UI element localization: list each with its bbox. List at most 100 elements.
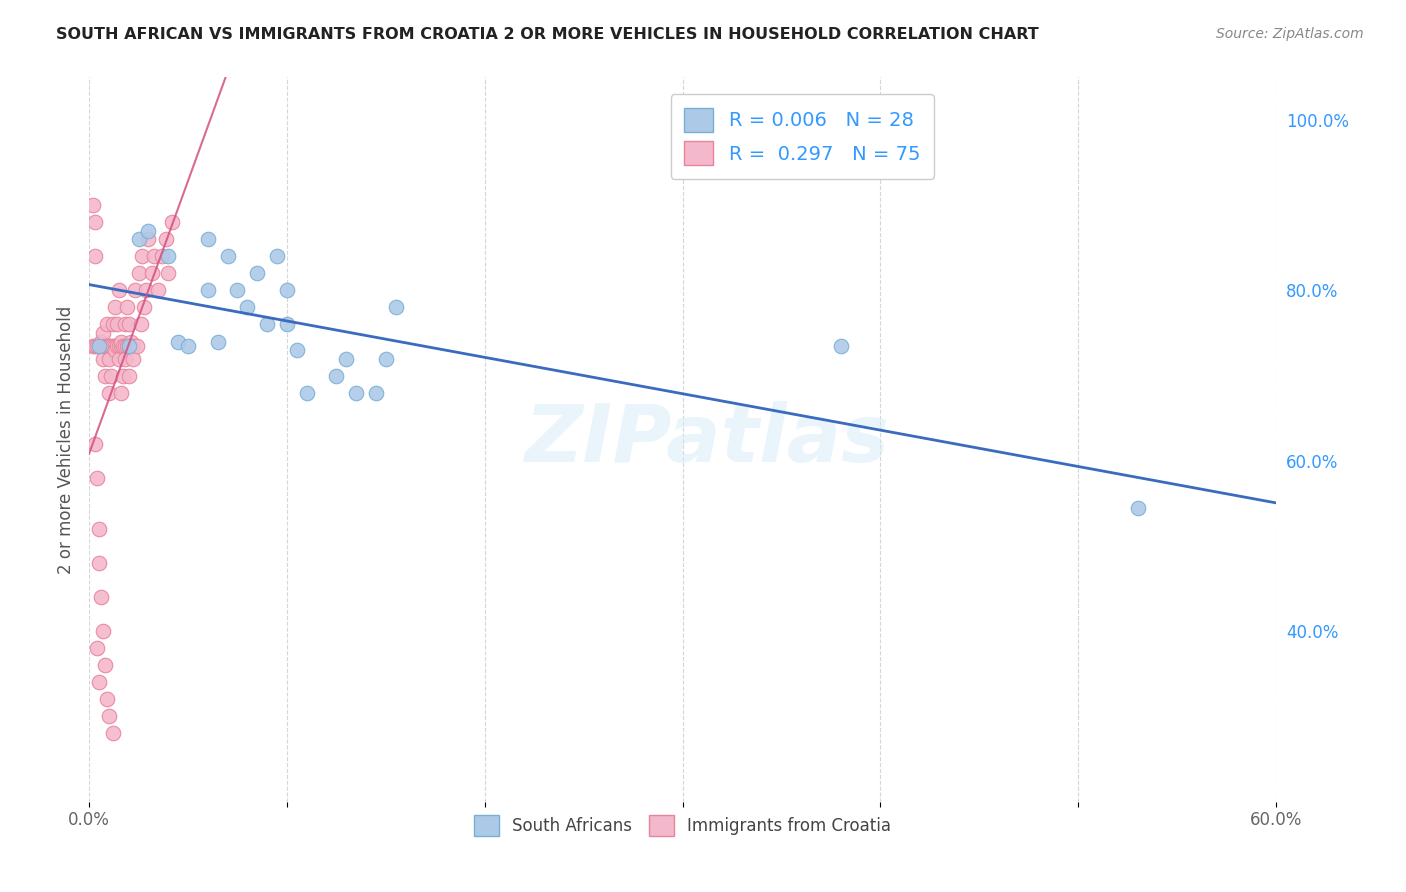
Point [335,351,357,366]
Point [246,266,269,280]
Point [87,339,110,353]
Point [87,522,110,536]
Point [384,301,406,315]
Point [236,301,259,315]
Point [121,351,143,366]
Point [97,339,120,353]
Point [364,385,387,400]
Point [160,215,183,229]
Point [155,232,177,246]
Point [177,339,200,353]
Y-axis label: 2 or more Vehicles in Household: 2 or more Vehicles in Household [58,305,75,574]
Point [107,351,129,366]
Point [197,232,219,246]
Point [114,318,136,332]
Point [110,385,132,400]
Point [87,339,110,353]
Point [101,339,124,353]
Text: SOUTH AFRICAN VS IMMIGRANTS FROM CROATIA 2 OR MORE VEHICLES IN HOUSEHOLD CORRELA: SOUTH AFRICAN VS IMMIGRANTS FROM CROATIA… [56,27,1039,42]
Point [117,318,139,332]
Point [276,318,298,332]
Point [91,339,114,353]
Point [96,339,118,353]
Point [100,339,122,353]
Point [110,339,132,353]
Point [105,318,128,332]
Point [84,436,107,450]
Point [90,334,112,349]
Point [114,351,136,366]
Point [325,368,347,383]
Legend: South Africans, Immigrants from Croatia: South Africans, Immigrants from Croatia [465,807,900,844]
Point [91,326,114,340]
Point [97,709,120,723]
Point [94,658,117,673]
Point [374,351,396,366]
Point [830,339,852,353]
Point [344,385,367,400]
Point [115,339,138,353]
Point [120,334,142,349]
Point [120,339,142,353]
Point [128,266,150,280]
Point [96,692,118,706]
Point [148,284,170,298]
Text: Source: ZipAtlas.com: Source: ZipAtlas.com [1216,27,1364,41]
Point [125,339,148,353]
Point [138,232,160,246]
Point [117,339,139,353]
Point [84,215,107,229]
Point [141,266,163,280]
Point [100,368,122,383]
Point [150,249,173,263]
Point [105,339,128,353]
Point [117,368,139,383]
Point [111,368,134,383]
Point [295,385,318,400]
Point [104,339,127,353]
Point [84,249,107,263]
Point [276,284,298,298]
Point [82,198,104,212]
Point [285,343,308,357]
Point [131,249,153,263]
Point [104,301,127,315]
Point [104,343,127,357]
Point [90,339,112,353]
Point [167,334,190,349]
Point [86,471,108,485]
Point [91,624,114,639]
Point [138,224,160,238]
Text: ZIPatlas: ZIPatlas [524,401,889,478]
Point [157,266,180,280]
Point [124,284,146,298]
Point [110,334,132,349]
Point [157,249,180,263]
Point [107,339,129,353]
Point [117,339,139,353]
Point [94,368,117,383]
Point [101,726,124,740]
Point [217,249,239,263]
Point [91,351,114,366]
Point [121,339,143,353]
Point [143,249,166,263]
Point [96,318,118,332]
Point [87,675,110,690]
Point [86,641,108,656]
Point [86,339,108,353]
Point [226,284,249,298]
Point [207,334,229,349]
Point [134,301,156,315]
Point [97,351,120,366]
Point [114,339,136,353]
Point [135,284,157,298]
Point [256,318,278,332]
Point [115,301,138,315]
Point [90,590,112,604]
Point [266,249,288,263]
Point [129,318,152,332]
Point [128,232,150,246]
Point [107,284,129,298]
Point [111,339,134,353]
